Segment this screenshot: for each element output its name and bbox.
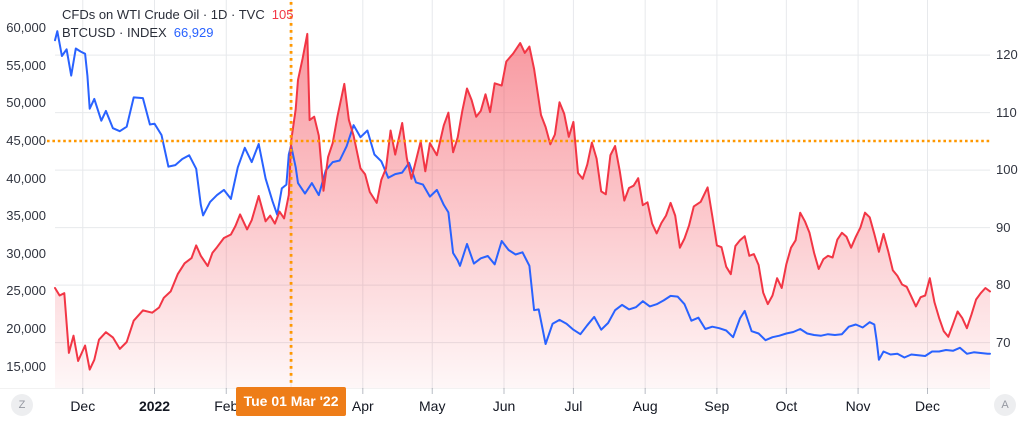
time-axis-ticks [0,388,990,394]
crosshair-date-badge: Tue 01 Mar '22 [236,387,347,416]
btc-price-line [54,30,991,361]
oil-price-line [54,32,991,371]
oil-area-fill [55,33,990,389]
corner-button-z[interactable]: Z [11,394,33,416]
corner-button-a[interactable]: A [994,394,1016,416]
series-plots [54,30,991,389]
crosshair[interactable] [47,2,990,388]
